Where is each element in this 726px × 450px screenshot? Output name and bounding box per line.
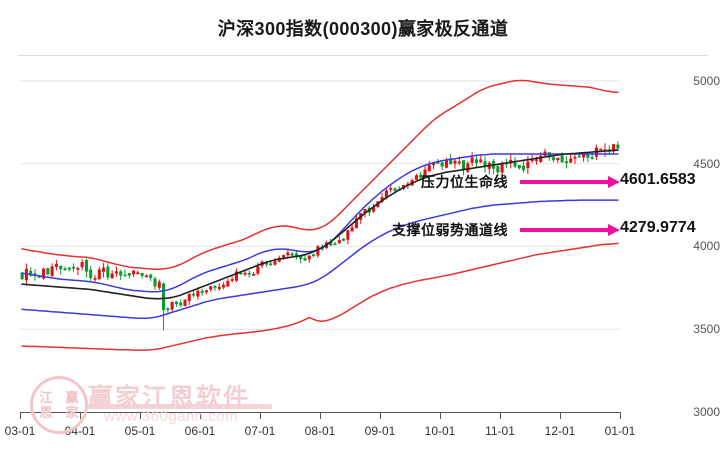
channel-line-1 [21,153,619,293]
support-value: 4279.9774 [620,219,696,236]
date-tick [380,412,381,419]
price-tick-label: 5000 [693,73,720,88]
date-tick [620,412,621,419]
resistance-arrow [520,176,620,188]
title-bar: 沪深300指数(000300)赢家极反通道 [0,0,726,55]
date-axis: 03-01 04-01 05-01 06-01 07-01 08-01 09-01 10-01… [0,412,726,450]
channel-line-2 [21,149,619,300]
price-tick-label: 4500 [693,156,720,171]
date-tick [440,412,441,419]
date-tick-label: 06-01 [184,424,216,438]
date-tick-label: 03-01 [4,424,36,438]
resistance-label: 压力位生命线 [421,174,508,190]
date-tick-label: 08-01 [304,424,336,438]
date-tick-label: 11-01 [485,424,515,438]
price-axis: 5000 4500 4000 3500 3000 [620,56,726,419]
channel-line-4 [21,242,619,351]
date-tick-label: 10-01 [424,424,456,438]
channel-line-0 [21,79,619,271]
date-tick-label: 05-01 [124,424,156,438]
date-tick-label: 01-01 [604,424,636,438]
date-tick [320,412,321,419]
price-tick-label: 4000 [693,239,720,254]
page-title: 沪深300指数(000300)赢家极反通道 [217,19,509,39]
price-tick-label: 3500 [693,322,720,337]
date-tick [20,412,21,419]
support-arrow [520,224,620,236]
price-tick-label: 3000 [693,405,720,419]
title-divider [18,55,708,56]
chart-plot-area [20,56,620,412]
chart-canvas [20,79,620,351]
date-tick [500,412,501,419]
date-tick [80,412,81,419]
date-tick [260,412,261,419]
resistance-value: 4601.6583 [620,171,696,188]
support-label: 支撑位弱势通道线 [392,222,508,238]
date-tick-label: 12-01 [544,424,576,438]
date-tick [140,412,141,419]
date-tick [560,412,561,419]
date-tick-label: 07-01 [244,424,276,438]
date-tick-label: 09-01 [364,424,396,438]
date-tick [200,412,201,419]
date-tick-label: 04-01 [64,424,96,438]
channel-line-3 [21,199,619,320]
